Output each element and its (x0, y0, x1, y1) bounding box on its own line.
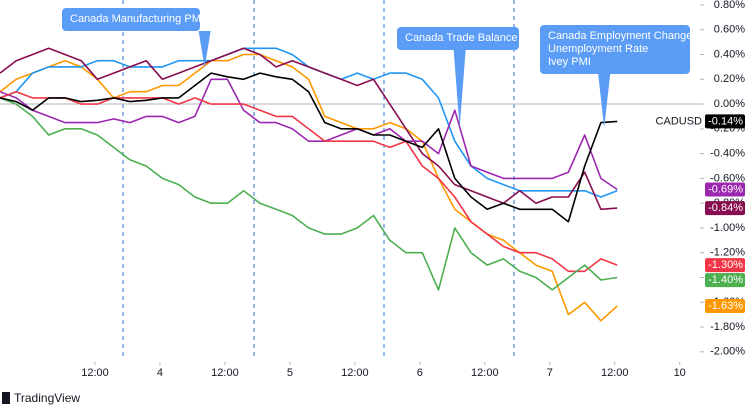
x-tick-label: 12:00 (601, 367, 629, 379)
end-value-label: -0.14% (708, 115, 743, 127)
end-value-label: -0.84% (708, 202, 743, 214)
legend-box (660, 114, 704, 129)
y-tick-label: 0.40% (714, 48, 745, 60)
y-tick-label: -2.00% (710, 346, 745, 358)
series-line (0, 53, 618, 322)
annotation-text: Canada Manufacturing PMI (70, 13, 204, 25)
y-tick-label: -1.80% (710, 321, 745, 333)
y-tick-label: -0.40% (710, 148, 745, 160)
y-tick-label: -1.20% (710, 247, 745, 259)
x-tick-label: 12:00 (211, 367, 239, 379)
annotation-text: Canada Trade Balance (405, 32, 518, 44)
end-value-label: -1.40% (708, 274, 743, 286)
annotation-pointer (453, 50, 466, 128)
annotation-pointer (198, 31, 211, 68)
end-value-box (705, 258, 745, 273)
end-value-label: -1.30% (708, 259, 743, 271)
y-tick-label: -1.00% (710, 222, 745, 234)
brand-logo (2, 392, 10, 404)
legend-label: CADUSD (656, 115, 703, 127)
series-line (0, 97, 618, 291)
annotation-box (397, 27, 519, 50)
y-tick-label: 0.20% (714, 73, 745, 85)
end-value-box (705, 273, 745, 288)
y-tick-label: 0.80% (714, 0, 745, 11)
x-tick-label: 7 (547, 367, 553, 379)
annotation: Canada Trade Balance (397, 27, 519, 128)
y-tick-label: 0.60% (714, 24, 745, 36)
annotation-pointer (598, 74, 611, 128)
x-tick-label: 5 (287, 367, 293, 379)
end-value-box (705, 298, 745, 313)
end-value-box (705, 182, 745, 197)
x-tick-label: 4 (157, 367, 163, 379)
series-line (0, 78, 618, 191)
end-value-label: -0.69% (708, 183, 743, 195)
series-line (0, 90, 618, 273)
annotation-text: Unemployment Rate (548, 43, 648, 55)
y-tick-label: 0.00% (714, 98, 745, 110)
y-tick-label: -0.60% (710, 172, 745, 184)
series-line (0, 72, 618, 223)
brand-name: TradingView (14, 391, 80, 405)
end-value-box (705, 201, 745, 216)
x-tick-label: 12:00 (81, 367, 109, 379)
x-tick-label: 6 (417, 367, 423, 379)
annotation-box (62, 8, 200, 31)
brand: TradingView (2, 391, 80, 405)
series-line (0, 47, 618, 211)
annotation: Canada Manufacturing PMI (62, 8, 211, 68)
x-tick-label: 12:00 (471, 367, 499, 379)
end-value-box (705, 114, 745, 129)
annotation-text: Canada Employment Change (548, 30, 692, 42)
end-value-label: -1.63% (708, 300, 743, 312)
annotation-text: Ivey PMI (548, 56, 591, 68)
x-tick-label: 12:00 (341, 367, 369, 379)
annotation-box (540, 25, 690, 74)
x-tick-label: 10 (674, 367, 686, 379)
